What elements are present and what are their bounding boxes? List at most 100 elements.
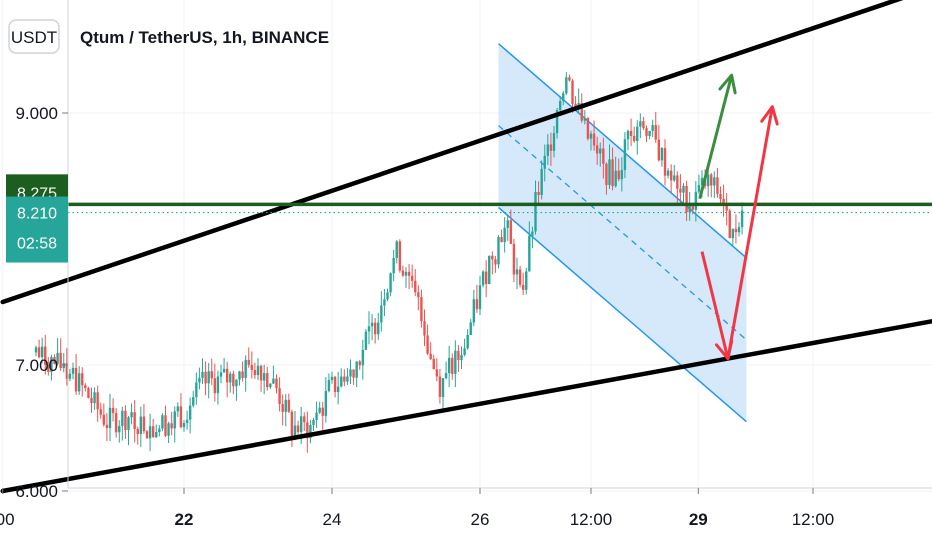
candle-body — [642, 121, 645, 129]
candle-body — [512, 243, 516, 275]
price-tick-label: 6.000 — [15, 482, 58, 501]
candle-body — [623, 139, 627, 171]
candle-body — [269, 383, 272, 388]
candle-body — [327, 380, 331, 392]
candle-body — [121, 410, 124, 427]
candle-body — [155, 432, 158, 438]
candle-body — [238, 371, 241, 380]
candle-body — [65, 363, 69, 379]
candle-body — [558, 101, 562, 111]
candle-body — [210, 371, 213, 379]
candle-body — [262, 373, 266, 381]
candle-body — [734, 228, 738, 233]
candle-body — [475, 299, 479, 310]
candle-body — [102, 414, 106, 425]
candle-body — [201, 371, 204, 378]
candle-body — [583, 118, 587, 121]
candle-body — [111, 407, 115, 414]
current-price-badge: 8.210 02:58 — [6, 196, 68, 263]
candle-body — [469, 322, 472, 335]
candle-body — [651, 125, 654, 131]
candle-body — [531, 231, 534, 236]
candle-body — [118, 426, 121, 433]
candle-body — [589, 133, 593, 139]
candle-body — [599, 148, 602, 154]
candle-body — [229, 373, 232, 383]
candle-body — [694, 191, 698, 210]
candle-body — [602, 148, 605, 164]
candle-body — [158, 428, 161, 433]
candle-body — [93, 392, 96, 404]
candle-body — [192, 397, 195, 406]
candle-body — [290, 411, 294, 437]
candle-body — [685, 185, 688, 213]
time-axis[interactable]: :00 22 24 26 12:00 29 12:00 — [0, 487, 932, 529]
candle-body — [105, 424, 109, 429]
candle-body — [380, 305, 383, 323]
candle-body — [330, 376, 334, 381]
candle-body — [660, 148, 664, 161]
candle-body — [509, 220, 513, 244]
candle-body — [463, 348, 466, 355]
candle-body — [312, 419, 315, 425]
candle-body — [447, 357, 451, 374]
candle-body — [349, 369, 352, 377]
candle-body — [176, 406, 180, 412]
candle-body — [81, 373, 84, 386]
candle-body — [336, 386, 340, 393]
candle-body — [235, 379, 238, 387]
candle-body — [108, 407, 112, 429]
candle-body — [491, 255, 494, 260]
candle-body — [299, 416, 303, 433]
bullish-arrow — [698, 74, 734, 200]
candle-body — [488, 255, 491, 285]
candle-body — [608, 159, 611, 185]
candle-body — [136, 428, 139, 434]
candle-body — [346, 376, 349, 382]
candle-body — [324, 391, 328, 416]
candle-body — [540, 168, 543, 195]
candle-body — [537, 191, 540, 195]
candle-body — [722, 198, 725, 206]
candle-body — [139, 416, 143, 434]
candle-body — [284, 399, 287, 412]
candle-body — [586, 118, 590, 139]
channel-upper-line — [498, 43, 747, 259]
candle-body — [133, 412, 136, 429]
candle-body — [148, 426, 152, 439]
candle-body — [256, 365, 260, 376]
candle-body — [407, 271, 411, 276]
candle-body — [740, 210, 744, 228]
candle-body — [568, 77, 571, 81]
currency-button[interactable]: USDT — [8, 19, 60, 54]
candle-body — [321, 407, 324, 416]
time-tick-label: :00 — [0, 510, 15, 529]
candle-body — [62, 363, 65, 369]
time-tick-label: 12:00 — [792, 510, 835, 529]
candle-body — [266, 373, 269, 388]
candle-body — [219, 372, 223, 377]
candle-body — [247, 359, 250, 365]
candle-body — [401, 270, 405, 276]
candle-body — [142, 416, 146, 432]
candle-body — [571, 80, 574, 104]
candle-body — [713, 177, 716, 186]
candle-body — [37, 347, 41, 358]
candle-body — [676, 175, 679, 189]
candle-body — [90, 397, 93, 404]
trendlines — [0, 0, 932, 494]
candle-body — [114, 413, 118, 433]
chart-title: Qtum / TetherUS, 1h, BINANCE — [80, 28, 329, 47]
candle-body — [521, 284, 525, 290]
candle-body — [151, 426, 155, 438]
candle-body — [429, 353, 432, 359]
candle-body — [281, 403, 284, 412]
candle-body — [259, 365, 263, 381]
candle-body — [555, 110, 559, 134]
candle-body — [185, 419, 189, 423]
candle-body — [377, 322, 380, 335]
candle-body — [318, 407, 321, 413]
candle-body — [315, 412, 318, 420]
candle-body — [244, 359, 247, 378]
